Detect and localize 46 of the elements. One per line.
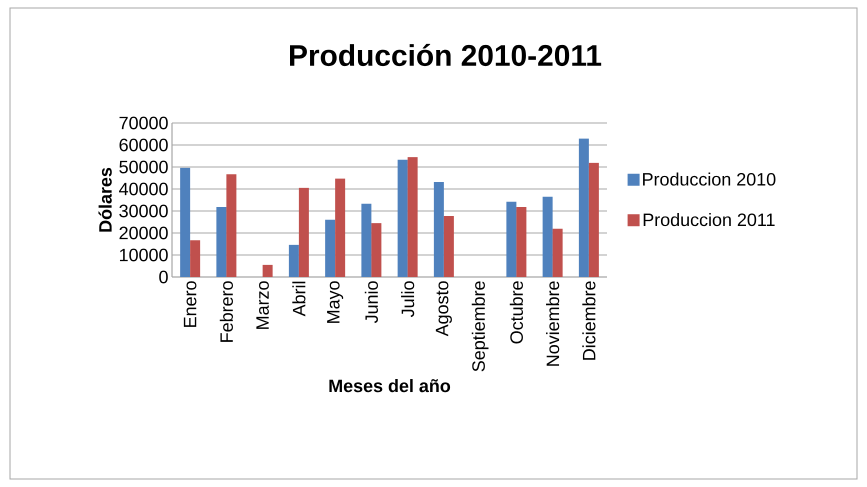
y-tick-label: 40000: [119, 182, 168, 196]
bar: [298, 188, 309, 277]
bar: [335, 178, 346, 277]
bar: [190, 240, 200, 277]
chart-title: Producción 2010-2011: [290, 44, 602, 66]
y-tick-label: 70000: [120, 116, 168, 130]
x-axis-title: Meses del año: [329, 379, 450, 392]
bar: [180, 168, 190, 277]
x-tick-label: Septiembre: [472, 281, 488, 372]
bar: [552, 228, 563, 277]
x-tick-label: Julio: [401, 281, 414, 318]
x-tick-label: Agosto: [436, 281, 452, 336]
bar: [588, 162, 599, 277]
bar: [226, 174, 236, 277]
bar: [361, 204, 372, 277]
bar: [516, 207, 526, 277]
y-tick-label: 60000: [120, 138, 168, 152]
x-tick-label: Marzo: [256, 281, 269, 329]
legend-label: Produccion 2011: [644, 212, 775, 226]
x-tick-label: Enero: [184, 281, 196, 327]
x-tick-label: Abril: [292, 282, 306, 316]
x-tick-label: Mayo: [327, 281, 344, 323]
bar: [542, 196, 553, 277]
y-axis-title: Dólares: [98, 168, 112, 232]
x-tick-label: Junio: [364, 281, 378, 324]
x-tick-label: Febrero: [220, 281, 233, 342]
bar: [434, 182, 444, 277]
y-tick-label: 50000: [119, 160, 168, 174]
bar: [216, 207, 226, 277]
bar: [578, 138, 589, 277]
y-tick-label: 0: [159, 270, 168, 284]
legend-label: Produccion 2010: [643, 172, 776, 186]
y-tick-label: 30000: [119, 204, 168, 218]
bar: [262, 264, 273, 277]
bar: [325, 220, 336, 277]
bar: [444, 216, 454, 277]
bar: [398, 160, 408, 277]
bar: [288, 244, 299, 277]
bar: [371, 223, 382, 277]
x-tick-label: Noviembre: [546, 281, 560, 366]
bar: [408, 157, 418, 277]
y-tick-label: 10000: [120, 248, 168, 262]
y-tick-label: 20000: [120, 226, 168, 240]
x-tick-label: Diciembre: [582, 281, 596, 360]
bar: [506, 202, 516, 277]
x-tick-label: Octubre: [510, 281, 523, 344]
